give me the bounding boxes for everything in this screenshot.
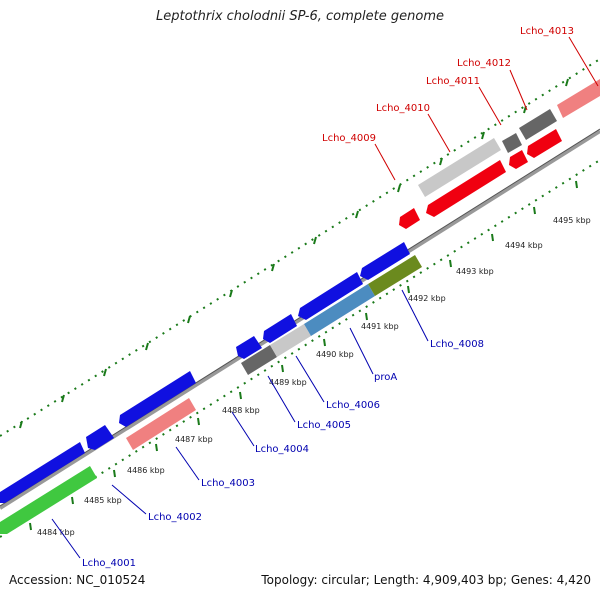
scale-label: 4494 kbp bbox=[505, 241, 543, 250]
gene-label-proa[interactable]: proA bbox=[374, 372, 397, 383]
inner-major-ticks bbox=[29, 180, 578, 531]
gene-feature[interactable] bbox=[426, 160, 506, 217]
gene-feature[interactable] bbox=[502, 133, 522, 153]
gene-label-lcho-4003[interactable]: Lcho_4003 bbox=[201, 478, 255, 489]
gene-feature[interactable] bbox=[236, 336, 262, 359]
gene-feature[interactable] bbox=[557, 79, 600, 118]
gene-labels-red: Lcho_4009 Lcho_4010 Lcho_4011 Lcho_4012 … bbox=[322, 26, 574, 144]
reverse-strand-genes bbox=[0, 255, 422, 534]
gene-feature[interactable] bbox=[86, 425, 114, 450]
scale-label: 4484 kbp bbox=[37, 528, 75, 537]
scale-label: 4491 kbp bbox=[361, 322, 399, 331]
gene-label-lcho-4002[interactable]: Lcho_4002 bbox=[148, 512, 202, 523]
map-title: Leptothrix cholodnii SP-6, complete geno… bbox=[156, 9, 444, 24]
scale-label: 4495 kbp bbox=[553, 216, 591, 225]
gene-feature[interactable] bbox=[0, 466, 97, 534]
scale-label: 4489 kbp bbox=[269, 378, 307, 387]
scale-label: 4490 kbp bbox=[316, 350, 354, 359]
gene-feature[interactable] bbox=[527, 129, 562, 158]
scale-labels: 4484 kbp 4485 kbp 4486 kbp 4487 kbp 4488… bbox=[37, 216, 591, 537]
outer-gray-genes bbox=[418, 79, 600, 197]
gene-label-lcho-4008[interactable]: Lcho_4008 bbox=[430, 339, 484, 350]
gene-feature[interactable] bbox=[519, 109, 557, 140]
gene-label-lcho-4013[interactable]: Lcho_4013 bbox=[520, 26, 574, 37]
genome-summary: Topology: circular; Length: 4,909,403 bp… bbox=[261, 573, 591, 587]
gene-labels-blue: Lcho_4001 Lcho_4002 Lcho_4003 Lcho_4004 … bbox=[82, 339, 484, 569]
outer-major-ticks bbox=[19, 78, 569, 429]
label-leaders-red bbox=[374, 36, 599, 181]
scale-label: 4492 kbp bbox=[408, 294, 446, 303]
gene-feature[interactable] bbox=[0, 442, 85, 503]
gene-label-lcho-4011[interactable]: Lcho_4011 bbox=[426, 76, 480, 87]
forward-strand-genes bbox=[0, 129, 562, 503]
gene-label-lcho-4010[interactable]: Lcho_4010 bbox=[376, 103, 430, 114]
scale-label: 4485 kbp bbox=[84, 496, 122, 505]
gene-feature[interactable] bbox=[368, 255, 422, 296]
gene-feature[interactable] bbox=[399, 208, 420, 229]
gene-feature[interactable] bbox=[241, 345, 277, 375]
gene-feature[interactable] bbox=[263, 314, 297, 343]
scale-label: 4487 kbp bbox=[175, 435, 213, 444]
accession-label: Accession: NC_010524 bbox=[9, 573, 146, 587]
gene-feature[interactable] bbox=[298, 272, 363, 320]
gene-feature[interactable] bbox=[360, 242, 410, 280]
gene-label-lcho-4009[interactable]: Lcho_4009 bbox=[322, 133, 376, 144]
scale-label: 4493 kbp bbox=[456, 267, 494, 276]
gene-feature[interactable] bbox=[509, 150, 528, 169]
scale-label: 4486 kbp bbox=[127, 466, 165, 475]
gene-feature[interactable] bbox=[119, 371, 196, 427]
gene-label-lcho-4012[interactable]: Lcho_4012 bbox=[457, 58, 511, 69]
gene-feature[interactable] bbox=[304, 284, 375, 336]
gene-feature[interactable] bbox=[270, 324, 311, 357]
gene-feature[interactable] bbox=[126, 398, 196, 450]
gene-label-lcho-4005[interactable]: Lcho_4005 bbox=[297, 420, 351, 431]
scale-label: 4488 kbp bbox=[222, 406, 260, 415]
gene-label-lcho-4004[interactable]: Lcho_4004 bbox=[255, 444, 309, 455]
label-leaders-blue bbox=[51, 289, 429, 559]
gene-feature[interactable] bbox=[418, 138, 501, 197]
gene-label-lcho-4001[interactable]: Lcho_4001 bbox=[82, 558, 136, 569]
gene-label-lcho-4006[interactable]: Lcho_4006 bbox=[326, 400, 380, 411]
